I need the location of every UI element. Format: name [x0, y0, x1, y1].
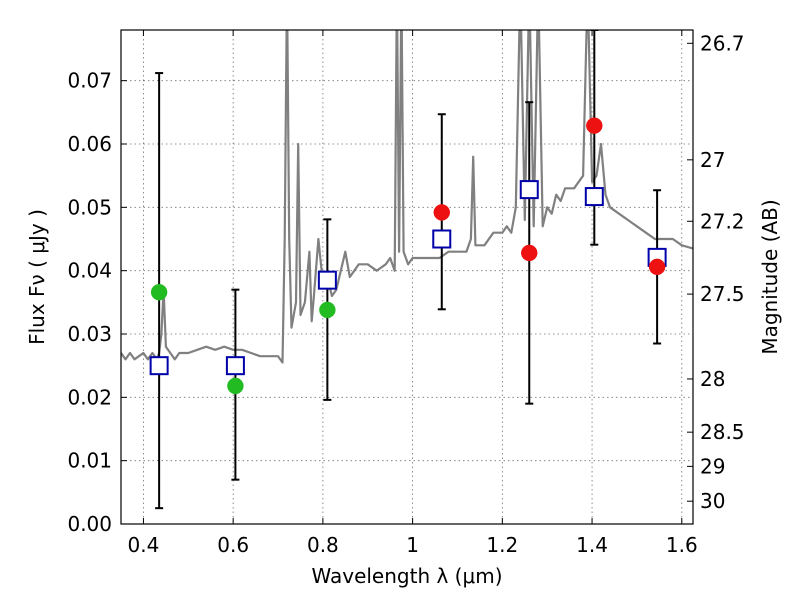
observed-point-marker: [648, 258, 666, 276]
y2-tick-label: 29: [700, 454, 725, 478]
y-tick-label: 0.00: [67, 512, 112, 536]
grid-lines: [121, 30, 693, 525]
x-tick-label: 1.4: [576, 533, 608, 557]
x-tick-label: 1.6: [666, 533, 698, 557]
model-square-marker: [432, 229, 452, 249]
y-tick-label: 0.04: [67, 259, 112, 283]
y2-axis-label: Magnitude (AB): [758, 199, 782, 354]
y-axis-label: Flux Fν ( μJy ): [25, 209, 49, 345]
model-square-marker: [225, 356, 245, 376]
observed-point-marker: [319, 301, 336, 319]
y-tick-label: 0.06: [67, 132, 112, 156]
x-tick-label: 0.8: [307, 533, 339, 557]
y2-tick-label: 30: [700, 489, 725, 513]
model-square-marker: [149, 356, 169, 376]
plot-frame: [120, 29, 694, 525]
model-square-marker: [519, 180, 539, 200]
observed-point-marker: [586, 117, 603, 134]
x-tick-label: 1: [406, 533, 419, 557]
model-square-marker: [584, 187, 604, 207]
observed-point-marker: [433, 204, 451, 221]
spectrum-line: [121, 30, 693, 364]
observed-point-marker: [227, 377, 244, 395]
y-tick-label: 0.02: [67, 385, 112, 409]
y2-tick-label: 26.7: [700, 31, 745, 55]
y-tick-label: 0.03: [67, 322, 112, 346]
x-tick-label: 0.6: [217, 533, 249, 557]
y2-tick-label: 27.2: [700, 209, 745, 233]
y2-tick-label: 28.5: [700, 420, 745, 444]
axis-ticks: 0.4 0.6 0.8 1 1.2 1.4 1.6 0.00 0.01 0.02 0.03 0.04 0…: [67, 30, 745, 557]
y-tick-label: 0.05: [67, 195, 112, 219]
plot-area: [121, 30, 693, 510]
observed-point-marker: [521, 244, 538, 262]
observed-point-marker: [150, 283, 168, 301]
x-axis-label: Wavelength λ (μm): [311, 564, 502, 588]
y-tick-label: 0.07: [67, 69, 112, 93]
model-square-marker: [317, 270, 337, 290]
x-tick-label: 0.4: [128, 533, 160, 557]
y2-tick-label: 28: [700, 367, 725, 391]
y2-tick-label: 27: [700, 148, 725, 172]
y-tick-label: 0.01: [67, 449, 112, 473]
x-tick-label: 1.2: [486, 533, 518, 557]
y2-tick-label: 27.5: [700, 282, 745, 306]
